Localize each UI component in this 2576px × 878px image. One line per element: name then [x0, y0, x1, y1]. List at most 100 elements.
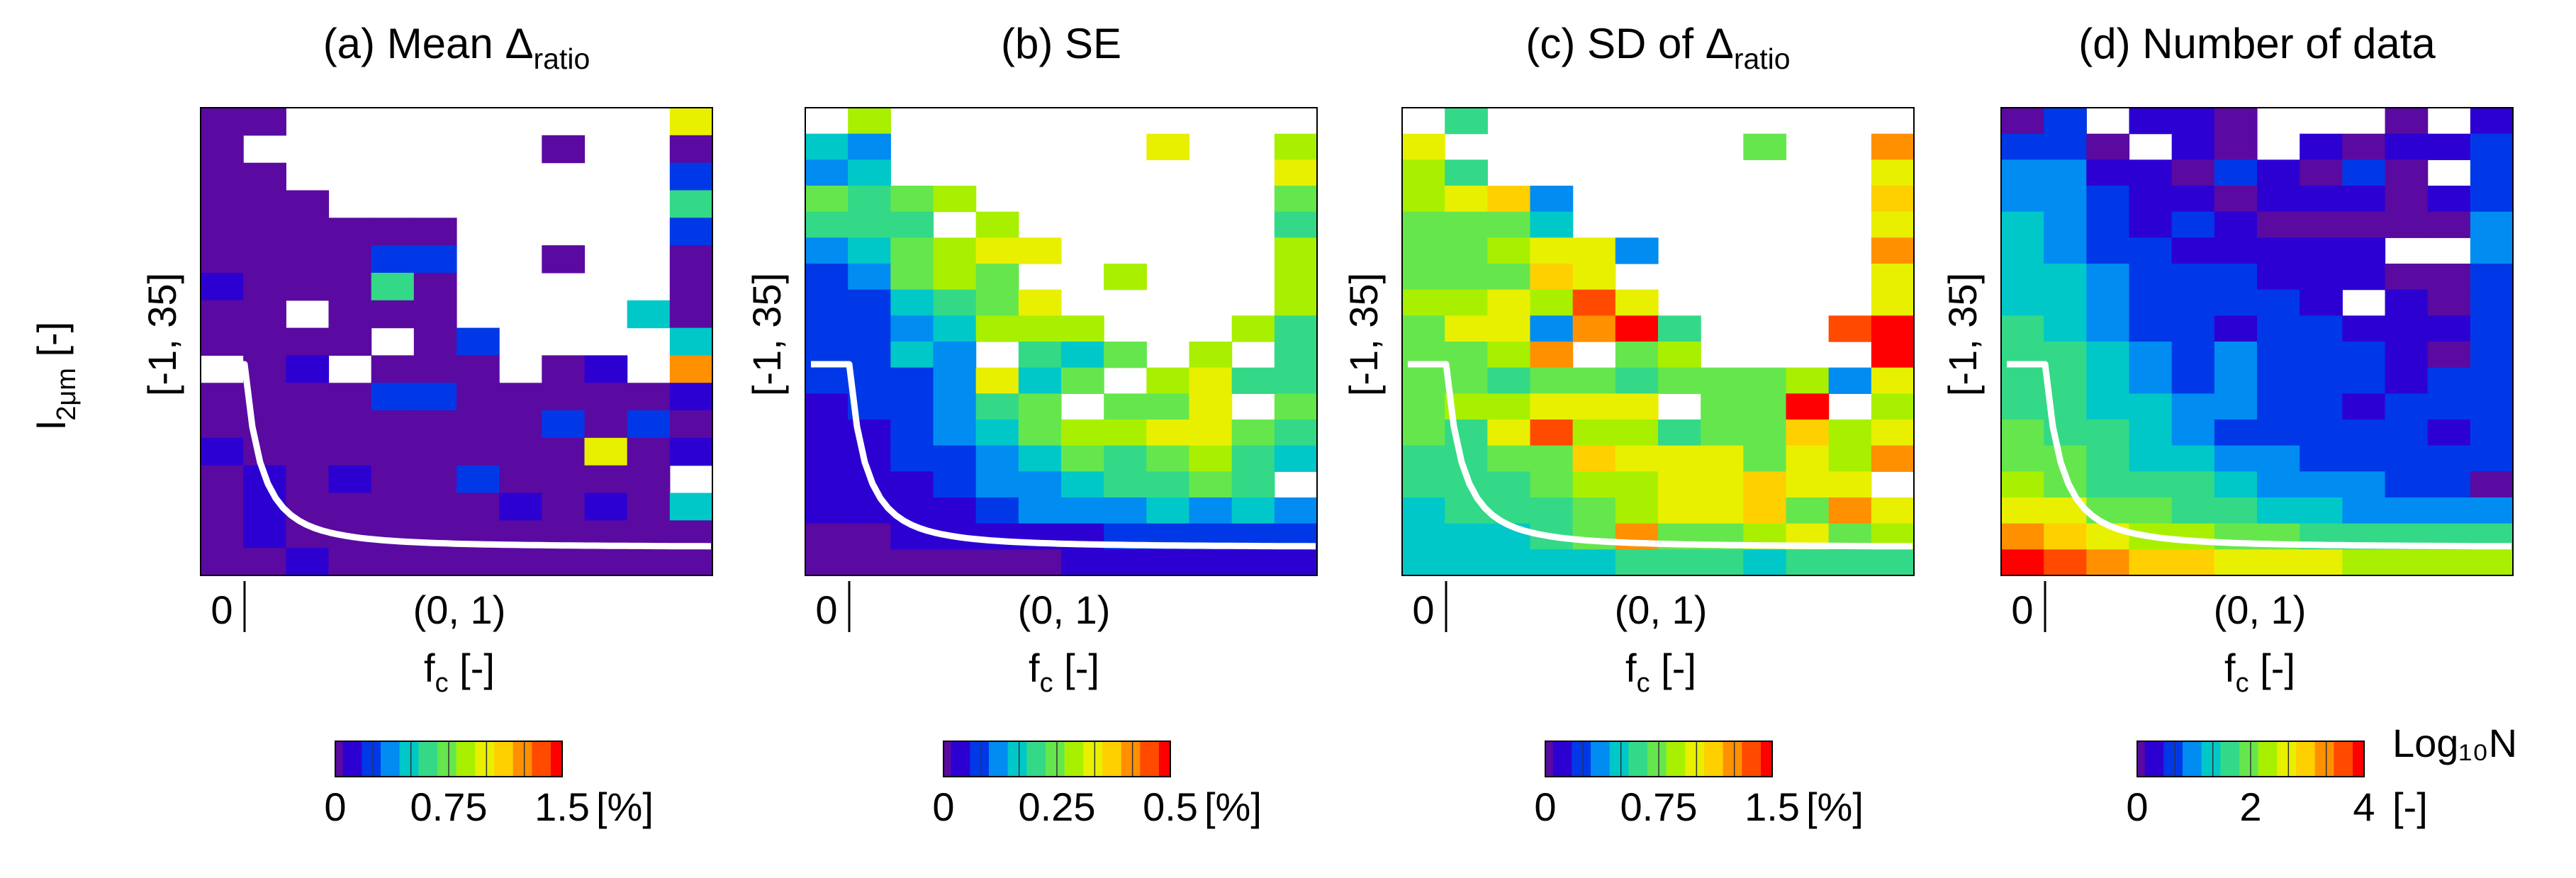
heatmap-cell [1871, 237, 1915, 264]
colorbar-segment [498, 741, 503, 777]
heatmap-cell [2342, 237, 2386, 264]
heatmap-cell [1828, 315, 1872, 342]
panel-b: (b) SE [-1, 35] 0 (0, 1) fc [-] 0 0.25 0.5 [%] [744, 20, 1318, 829]
heatmap-cell [542, 245, 586, 274]
colorbar-segment [2326, 741, 2331, 777]
heatmap-cell [1786, 420, 1830, 446]
colorbar-segment [1742, 741, 1747, 777]
colorbar-segment [415, 741, 419, 777]
heatmap-cell [2086, 211, 2130, 238]
heatmap-cell [2086, 315, 2130, 342]
colorbar-segment [460, 741, 464, 777]
colorbar-segment [1117, 741, 1122, 777]
heatmap-cell [2171, 186, 2215, 213]
heatmap-cell [2086, 133, 2130, 160]
heatmap-cell [1146, 549, 1190, 576]
heatmap-cell [328, 300, 372, 329]
heatmap-cell [975, 393, 1019, 420]
colorbar-segment [342, 741, 347, 777]
plot-frame [2000, 107, 2514, 576]
colorbar-segment [1132, 741, 1137, 777]
colorbar-segment [2266, 741, 2270, 777]
colorbar-segment [1552, 741, 1557, 777]
heatmap-cell [2129, 420, 2173, 446]
heatmap-cell [2385, 497, 2429, 524]
colorbar-segment [1602, 741, 1606, 777]
heatmap-cell [2129, 237, 2173, 264]
heatmap-cell [2300, 367, 2343, 394]
heatmap-cell [2129, 315, 2173, 342]
colorbar-segment [2209, 741, 2214, 777]
colorbar-segment [1038, 741, 1043, 777]
heatmap-cell [2427, 342, 2471, 368]
colorbar-segment [2314, 741, 2319, 777]
heatmap-cell [328, 465, 372, 494]
heatmap-cell [286, 410, 330, 439]
heatmap-cell [328, 218, 372, 246]
heatmap-cell [2300, 264, 2343, 291]
colorbar-segment [449, 741, 453, 777]
colorbar-unit: Log₁₀N [2392, 721, 2517, 765]
heatmap-cell [1146, 445, 1190, 472]
colorbar-segment [1662, 741, 1667, 777]
colorbar-segment [1012, 741, 1016, 777]
heatmap-cell [2129, 108, 2173, 135]
heatmap-cell [1487, 237, 1531, 264]
heatmap-cell [2214, 264, 2258, 291]
heatmap-cell [1018, 445, 1062, 472]
colorbar-segment [441, 741, 446, 777]
heatmap-cell [2001, 549, 2044, 576]
heatmap-cell [1018, 237, 1062, 264]
colorbar-segment [392, 741, 396, 777]
heatmap-cell [499, 437, 542, 466]
heatmap-cell [2214, 159, 2258, 186]
heatmap-cell [1402, 393, 1445, 420]
colorbar-segment [1636, 741, 1640, 777]
colorbar-segment [2251, 741, 2255, 777]
colorbar-segment [2322, 741, 2327, 777]
heatmap-cell [1701, 445, 1744, 472]
heatmap-cell [1828, 549, 1872, 576]
heatmap-cell [1189, 342, 1233, 368]
heatmap-cell [1615, 471, 1659, 498]
colorbar-segment [456, 741, 461, 777]
heatmap-cell [2257, 289, 2300, 316]
colorbar-segment [2152, 741, 2157, 777]
heatmap-cell [201, 300, 244, 329]
colorbar-segment [1617, 741, 1622, 777]
colorbar-segment [1545, 741, 1550, 777]
heatmap-cell [457, 410, 500, 439]
colorbar-unit-secondary: [-] [2392, 784, 2428, 829]
colorbar-segment [1753, 741, 1758, 777]
colorbar-segment [1734, 741, 1739, 777]
heatmap-cell [2001, 471, 2044, 498]
panel-d: (d) Number of data [-1, 35] 0 (0, 1) fc [-] 0… [1940, 20, 2517, 829]
colorbar-segment [2194, 741, 2198, 777]
colorbar-segment [520, 741, 525, 777]
heatmap-cell [2385, 108, 2429, 135]
colorbar-segment [554, 741, 559, 777]
colorbar-segment [981, 741, 986, 777]
heatmap-cell [1658, 420, 1701, 446]
colorbar-segment [992, 741, 997, 777]
heatmap-cell [1743, 133, 1787, 160]
heatmap-cell [499, 548, 542, 576]
heatmap-cell [2129, 159, 2173, 186]
heatmap-cell [1572, 367, 1616, 394]
heatmap-cell [371, 355, 415, 383]
colorbar-tick-label: 0.25 [1019, 784, 1096, 829]
heatmap-cell [1871, 133, 1915, 160]
heatmap-cell [371, 245, 415, 274]
heatmap-cell [1615, 497, 1659, 524]
colorbar-segment [1632, 741, 1637, 777]
heatmap-cell [848, 315, 891, 342]
heatmap-cell [975, 497, 1019, 524]
heatmap-cell [1530, 367, 1574, 394]
heatmap-cell [890, 393, 934, 420]
colorbar-segment [1087, 741, 1092, 777]
heatmap-cell [243, 327, 286, 356]
heatmap-cell [2342, 549, 2386, 576]
colorbar-tick-label: 0 [324, 784, 346, 829]
heatmap-cell [1146, 367, 1190, 394]
heatmap-cell [805, 367, 849, 394]
